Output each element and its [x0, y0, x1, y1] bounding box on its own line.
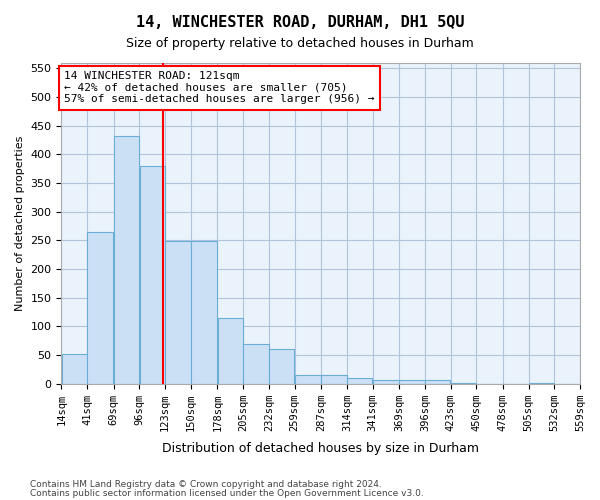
- Bar: [62, 354, 87, 384]
- Bar: [451, 382, 476, 384]
- Bar: [88, 232, 113, 384]
- Bar: [140, 166, 165, 384]
- Bar: [295, 375, 321, 384]
- Bar: [347, 378, 373, 384]
- Bar: [269, 350, 294, 384]
- Text: Contains HM Land Registry data © Crown copyright and database right 2024.: Contains HM Land Registry data © Crown c…: [30, 480, 382, 489]
- Bar: [114, 136, 139, 384]
- Bar: [373, 380, 399, 384]
- Bar: [191, 242, 217, 384]
- Text: 14, WINCHESTER ROAD, DURHAM, DH1 5QU: 14, WINCHESTER ROAD, DURHAM, DH1 5QU: [136, 15, 464, 30]
- Text: Contains public sector information licensed under the Open Government Licence v3: Contains public sector information licen…: [30, 490, 424, 498]
- Bar: [529, 383, 554, 384]
- Bar: [166, 242, 191, 384]
- Bar: [244, 344, 269, 384]
- Bar: [218, 318, 243, 384]
- Text: 14 WINCHESTER ROAD: 121sqm
← 42% of detached houses are smaller (705)
57% of sem: 14 WINCHESTER ROAD: 121sqm ← 42% of deta…: [64, 71, 375, 104]
- X-axis label: Distribution of detached houses by size in Durham: Distribution of detached houses by size …: [162, 442, 479, 455]
- Bar: [322, 375, 347, 384]
- Bar: [425, 380, 451, 384]
- Y-axis label: Number of detached properties: Number of detached properties: [15, 136, 25, 311]
- Text: Size of property relative to detached houses in Durham: Size of property relative to detached ho…: [126, 38, 474, 51]
- Bar: [400, 380, 425, 384]
